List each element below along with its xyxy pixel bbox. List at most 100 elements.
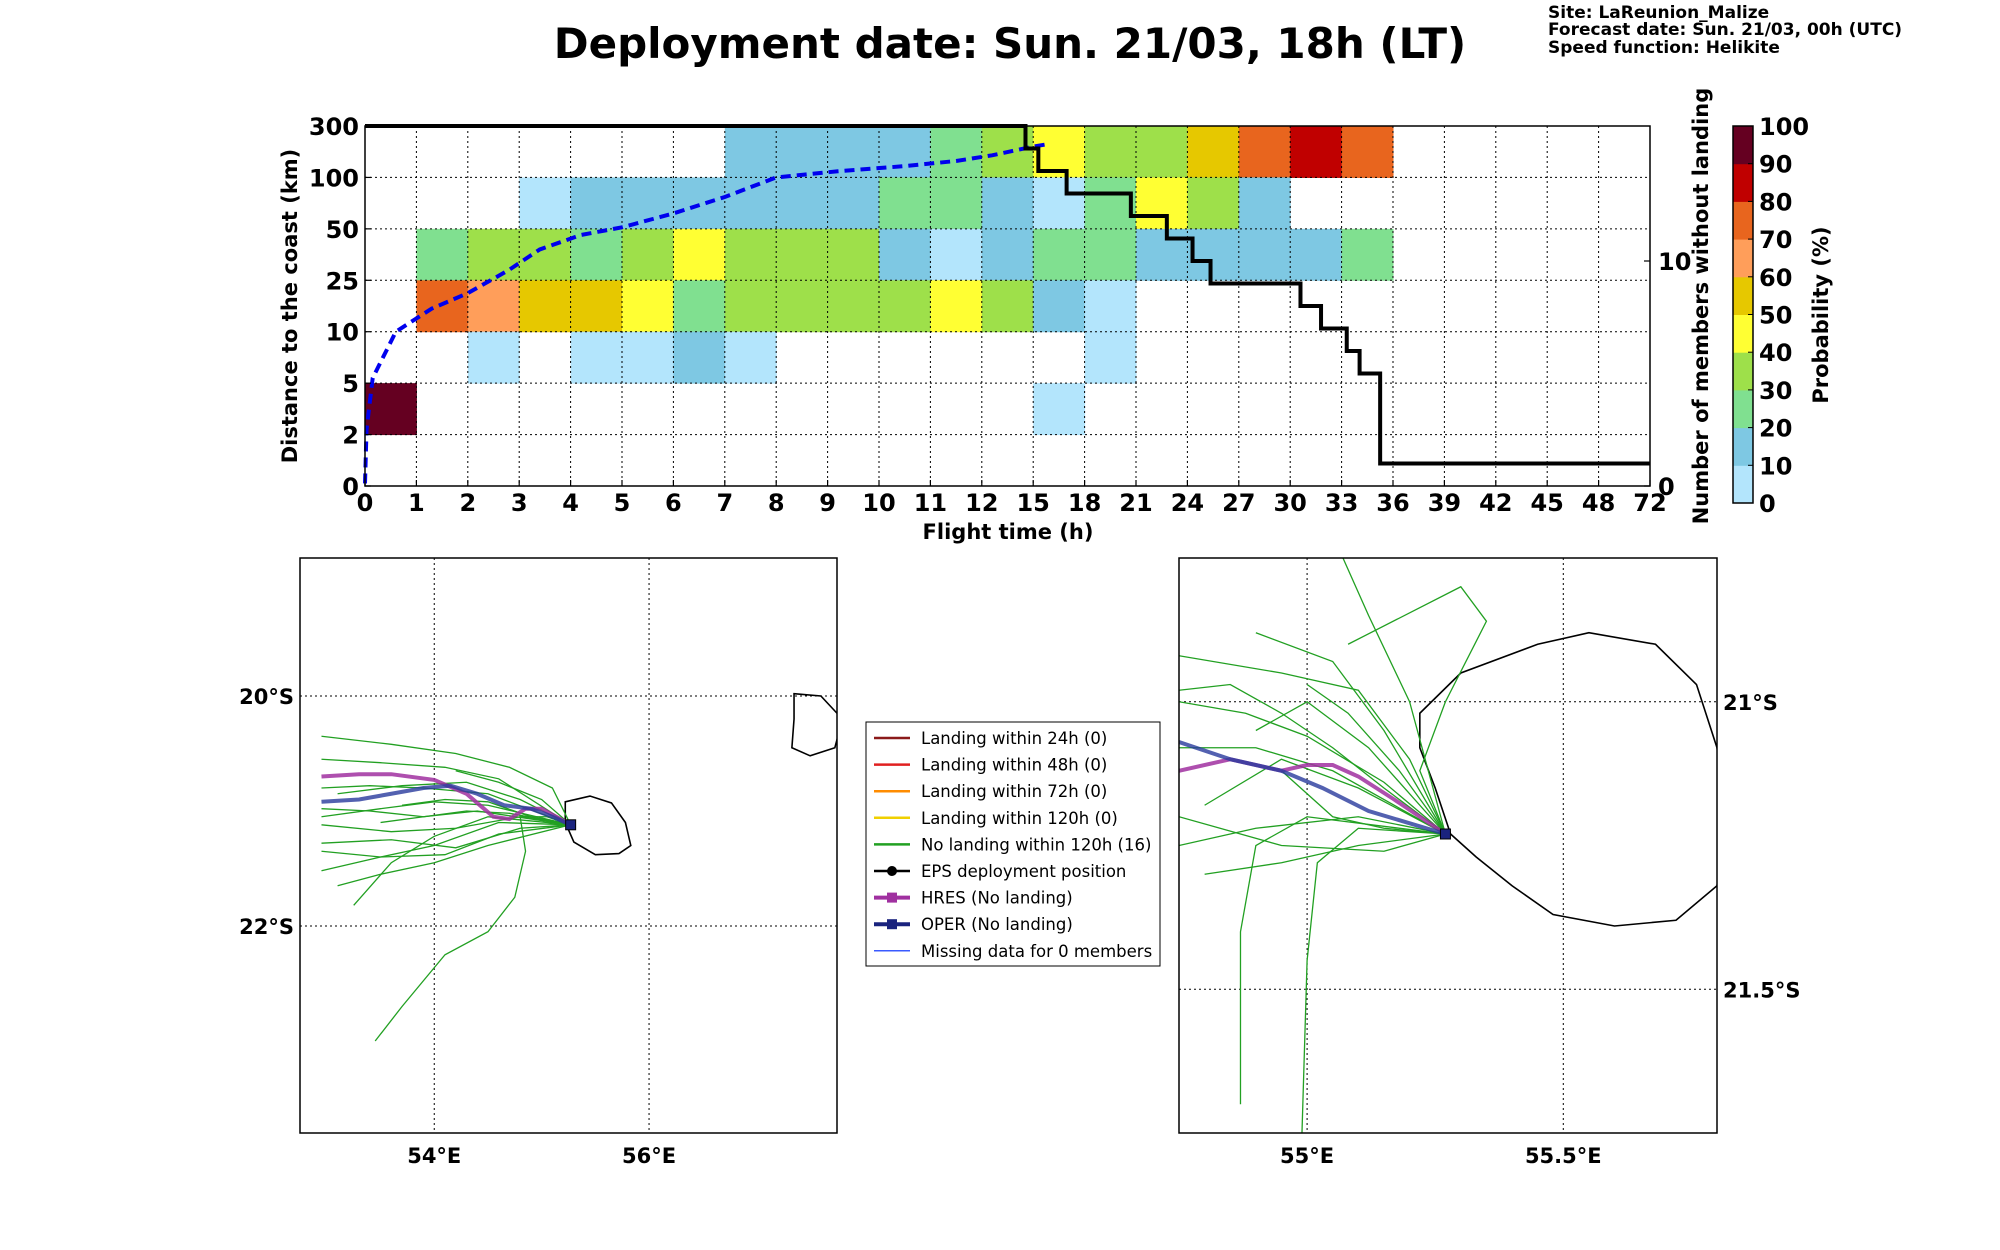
x-tick-label: 2 <box>459 489 476 517</box>
heatmap-cell <box>879 228 931 281</box>
legend-label: Landing within 48h (0) <box>921 756 1107 775</box>
colorbar-tick-label: 0 <box>1759 490 1776 518</box>
ensemble-trajectory <box>1301 827 1446 1133</box>
probability-heatmap: 0 1 2 3 4 5 6 7 8 9 10 11 12 15 18 21 24 27 30 33 36 39 42 45 48… <box>278 88 1713 544</box>
heatmap-cell <box>467 228 520 281</box>
ensemble-trajectory <box>1204 833 1446 875</box>
x-tick-label: 10 <box>862 489 895 517</box>
colorbar-tick-label: 100 <box>1759 113 1809 141</box>
latitude-label: 21.5°S <box>1723 978 1800 1002</box>
colorbar-label: Probability (%) <box>1809 226 1833 403</box>
heatmap-cell <box>416 228 469 281</box>
colorbar-tick-label: 30 <box>1759 377 1792 405</box>
x-axis-label: Flight time (h) <box>923 520 1094 544</box>
longitude-label: 56°E <box>622 1144 676 1168</box>
ensemble-trajectory <box>1179 683 1446 835</box>
regional-map-frame <box>299 557 838 1134</box>
heatmap-cell <box>724 126 777 178</box>
colorbar-tick-label: 40 <box>1759 339 1792 367</box>
colorbar-cells <box>1733 126 1753 504</box>
colorbar-cell <box>1733 126 1753 165</box>
colorbar: 0 10 20 30 40 50 60 70 80 90 100 Probability (%) <box>1732 113 1833 518</box>
heatmap-cell <box>673 228 726 281</box>
coastline <box>1419 631 1717 927</box>
heatmap-cell <box>519 280 572 333</box>
heatmap-cell <box>930 177 983 230</box>
members-without-landing-line <box>365 124 1650 466</box>
x-tick-label: 0 <box>357 489 374 517</box>
heatmap-cell <box>673 177 726 230</box>
heatmap-cell <box>673 331 726 384</box>
colorbar-cell <box>1733 389 1753 429</box>
heatmap-cell <box>1187 177 1240 230</box>
ensemble-trajectory <box>337 824 571 887</box>
heatmap-cell <box>1187 228 1240 281</box>
colorbar-cell <box>1733 314 1753 353</box>
colorbar-cell <box>1733 163 1753 202</box>
heatmap-cell <box>622 280 674 333</box>
heatmap-cell <box>1084 177 1137 230</box>
x-tick-labels: 0 1 2 3 4 5 6 7 8 9 10 11 12 15 18 21 24 27 30 33 36 39 42 45 48… <box>357 480 1667 517</box>
heatmap-cell <box>827 280 880 333</box>
legend-frame <box>865 721 1161 967</box>
y-axis-label: Distance to the coast (km) <box>278 149 302 464</box>
x-tick-label: 9 <box>819 489 836 517</box>
y2-tick-labels: 0 10 <box>1644 248 1691 501</box>
heatmap-cell <box>1341 228 1394 281</box>
heatmap-cell <box>1084 126 1137 178</box>
ensemble-trajectory <box>401 798 571 826</box>
legend-label: Landing within 24h (0) <box>921 729 1107 748</box>
ensemble-trajectory <box>1255 632 1446 835</box>
colorbar-tick-label: 20 <box>1759 415 1792 443</box>
colorbar-cell <box>1733 352 1753 391</box>
x-tick-label: 36 <box>1376 489 1409 517</box>
ensemble-trajectory <box>1179 655 1447 835</box>
heatmap-grid <box>365 126 1650 486</box>
coastline <box>791 692 837 757</box>
heatmap-cell <box>416 280 469 333</box>
heatmap-cell <box>570 280 623 333</box>
heatmap-cell <box>519 228 572 281</box>
ensemble-trajectory <box>1204 758 1446 835</box>
latitude-label: 20°S <box>239 685 294 709</box>
colorbar-tick-labels: 0 10 20 30 40 50 60 70 80 90 100 <box>1748 113 1809 518</box>
x-tick-label: 15 <box>1016 489 1049 517</box>
y2-tick-label: 10 <box>1658 248 1691 276</box>
heatmap-cell <box>930 126 983 178</box>
heatmap-cell <box>622 331 674 384</box>
x-tick-label: 8 <box>768 489 785 517</box>
colorbar-tick-label: 90 <box>1759 151 1792 179</box>
x-tick-label: 7 <box>716 489 733 517</box>
heatmap-cell <box>724 228 777 281</box>
heatmap-cell <box>1033 177 1086 230</box>
x-tick-label: 12 <box>965 489 998 517</box>
heatmap-cell <box>981 177 1034 230</box>
x-tick-label: 30 <box>1273 489 1306 517</box>
heatmap-cell <box>879 280 931 333</box>
x-tick-label: 33 <box>1325 489 1358 517</box>
colorbar-cell <box>1733 465 1753 504</box>
x-tick-label: 24 <box>1171 489 1204 517</box>
heatmap-cell <box>930 228 983 281</box>
x-tick-label: 4 <box>562 489 579 517</box>
heatmap-frame <box>364 125 1651 487</box>
ensemble-trajectory <box>1179 701 1446 835</box>
heatmap-cell <box>827 228 880 281</box>
y-tick-label: 2 <box>342 422 359 450</box>
figure-title: Deployment date: Sun. 21/03, 18h (LT) <box>554 19 1467 68</box>
heatmap-cell <box>1084 228 1137 281</box>
heatmap-cell <box>519 177 572 230</box>
heatmap-cell <box>365 383 417 436</box>
ensemble-trajectory <box>1347 585 1488 835</box>
oper-trajectory <box>1179 740 1447 836</box>
heatmap-cell <box>776 126 829 178</box>
x-tick-label: 18 <box>1068 489 1101 517</box>
x-tick-label: 11 <box>914 489 947 517</box>
y-tick-label: 300 <box>309 113 359 141</box>
x-tick-label: 42 <box>1479 489 1512 517</box>
ensemble-trajectory <box>321 758 571 826</box>
deployment-marker <box>565 819 577 831</box>
ensemble-trajectory <box>321 824 571 849</box>
